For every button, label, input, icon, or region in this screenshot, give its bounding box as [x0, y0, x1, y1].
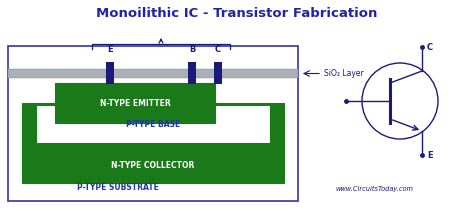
Bar [22, 103, 284, 183]
Bar [55, 83, 215, 123]
Text: E: E [427, 150, 433, 160]
Text: www.CircuitsToday.com: www.CircuitsToday.com [335, 186, 413, 192]
Bar [8, 69, 298, 78]
Text: SiO₂ Layer: SiO₂ Layer [324, 69, 364, 78]
Text: E: E [107, 45, 113, 54]
Bar [36, 105, 270, 143]
Bar [214, 62, 222, 84]
Text: C: C [427, 42, 433, 51]
Text: B: B [189, 45, 195, 54]
Text: N-TYPE COLLECTOR: N-TYPE COLLECTOR [111, 161, 195, 169]
Text: P-TYPE BASE: P-TYPE BASE [126, 119, 180, 128]
Bar [188, 62, 196, 84]
Text: N-TYPE EMITTER: N-TYPE EMITTER [100, 99, 170, 107]
Text: C: C [215, 45, 221, 54]
Bar [106, 62, 114, 84]
Text: P-TYPE SUBSTRATE: P-TYPE SUBSTRATE [77, 183, 159, 192]
Bar [8, 46, 298, 201]
Text: Monoilithic IC - Transistor Fabrication: Monoilithic IC - Transistor Fabrication [96, 7, 378, 19]
